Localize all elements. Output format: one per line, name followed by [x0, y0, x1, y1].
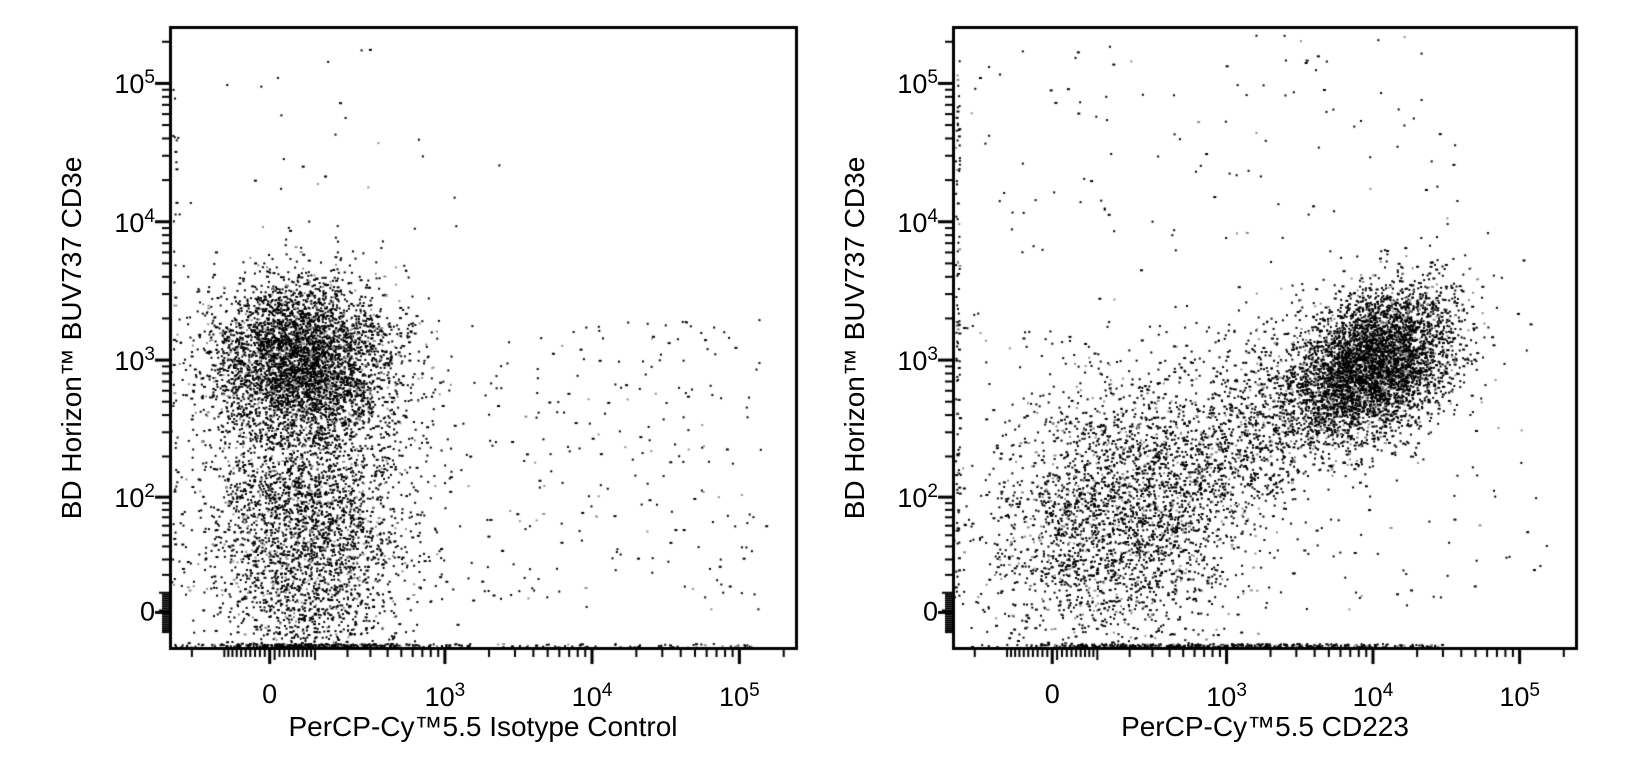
y-tick-label: 102: [897, 481, 938, 514]
y-tick-label: 0: [139, 596, 155, 627]
y-tick-label: 103: [897, 344, 938, 377]
y-tick-label: 104: [114, 205, 155, 238]
right-plot-x-axis-title: PerCP-Cy™5.5 CD223: [1121, 711, 1409, 742]
y-tick-label: 0: [922, 596, 938, 627]
left-plot-x-axis-title: PerCP-Cy™5.5 Isotype Control: [288, 711, 678, 742]
left-plot-y-axis-title: BD Horizon™ BUV737 CD3e: [56, 156, 87, 520]
y-tick-label: 102: [114, 481, 155, 514]
x-tick-label: 105: [1499, 680, 1540, 712]
x-tick-label: 104: [571, 680, 613, 712]
y-tick-label: 103: [114, 344, 155, 377]
right-plot-y-axis-title: BD Horizon™ BUV737 CD3e: [839, 156, 870, 520]
x-tick-label: 0: [262, 679, 278, 709]
y-tick-label: 105: [114, 67, 155, 100]
x-tick-label: 103: [424, 680, 466, 712]
y-tick-label: 104: [897, 205, 938, 238]
x-tick-label: 0: [1044, 679, 1060, 709]
x-tick-label: 104: [1352, 680, 1394, 712]
y-tick-label: 105: [897, 67, 938, 100]
x-tick-label: 103: [1206, 680, 1247, 712]
x-tick-label: 105: [719, 680, 760, 712]
